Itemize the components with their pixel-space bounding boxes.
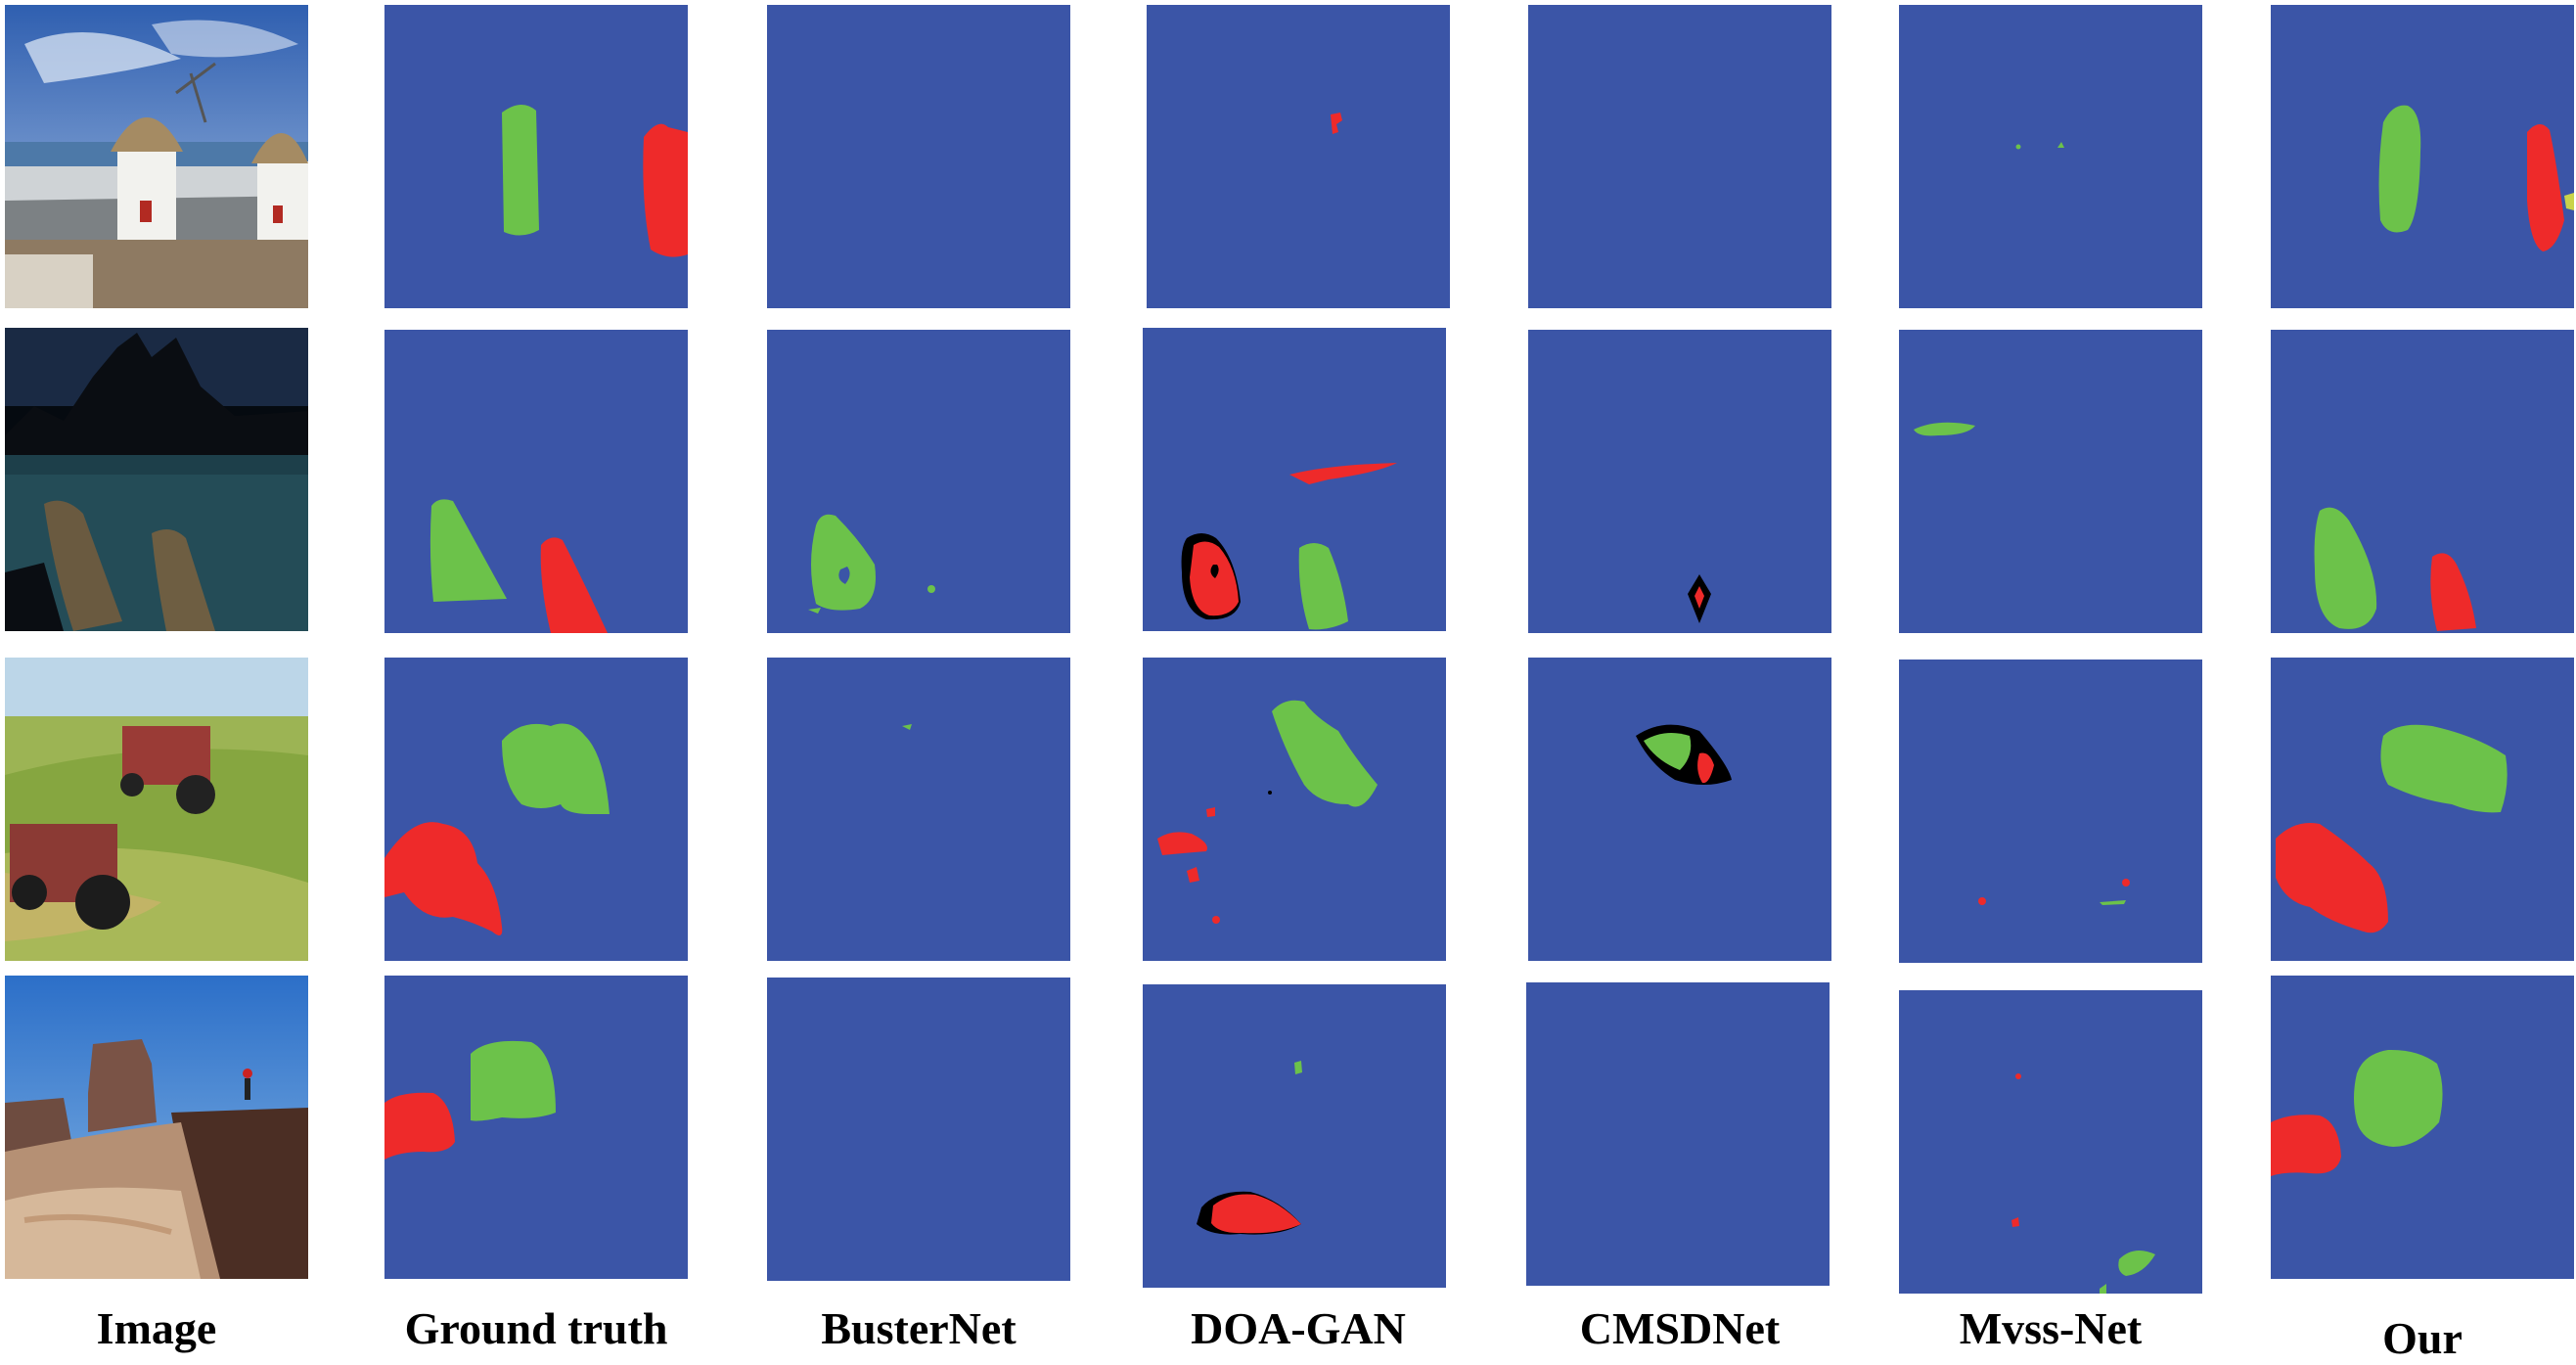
image-row-1-windmills xyxy=(5,5,308,308)
source-region xyxy=(502,723,610,814)
mask-row-3-doa-gan xyxy=(1143,658,1446,961)
target-region xyxy=(384,1092,455,1160)
mask-row-1-cmsdnet xyxy=(1528,5,1831,308)
image-row-2-lake-with-boats xyxy=(5,328,308,631)
target-region xyxy=(2015,1073,2021,1079)
mask-row-3-ground-truth xyxy=(384,658,688,961)
source-region xyxy=(1298,543,1348,630)
source-region xyxy=(2100,1284,2106,1294)
column-label-doa-gan: DOA-GAN xyxy=(1191,1303,1406,1353)
image-row-3-tractors-on-field xyxy=(5,658,308,961)
mask-row-1-doa-gan xyxy=(1147,5,1450,308)
column-label-busternet: BusterNet xyxy=(821,1303,1017,1353)
mask-row-1-mvss-net xyxy=(1899,5,2202,308)
mask-row-3-mvss-net xyxy=(1899,660,2202,963)
source-region xyxy=(811,514,876,611)
column-label-ground-truth: Ground truth xyxy=(404,1303,668,1353)
source-region xyxy=(429,499,507,602)
target-region xyxy=(1331,113,1342,134)
target-region xyxy=(2276,823,2388,933)
target-region xyxy=(1697,752,1714,784)
target-region xyxy=(1212,916,1220,924)
source-region xyxy=(1294,1061,1302,1074)
target-region xyxy=(1206,807,1215,817)
source-region xyxy=(2015,144,2021,150)
target-region xyxy=(2271,1115,2341,1176)
target-region xyxy=(1978,897,1986,905)
target-region xyxy=(384,822,503,935)
target-region xyxy=(1289,463,1397,484)
target-region xyxy=(1190,541,1239,616)
mask-row-2-ground-truth xyxy=(384,330,688,633)
source-region xyxy=(1644,732,1692,770)
mask-row-3-busternet xyxy=(767,658,1070,961)
mask-row-1-ground-truth xyxy=(384,5,688,308)
column-label-cmsdnet: CMSDNet xyxy=(1579,1303,1781,1353)
source-region xyxy=(927,585,935,593)
source-region xyxy=(2057,142,2064,148)
source-region xyxy=(1272,700,1378,807)
source-region xyxy=(1914,422,1975,436)
source-region xyxy=(471,1040,556,1121)
mask-row-4-cmsdnet xyxy=(1526,982,1830,1286)
column-label-mvss-net: Mvss-Net xyxy=(1959,1303,2143,1353)
target-region xyxy=(1157,832,1207,855)
source-region xyxy=(2100,900,2126,905)
source-region xyxy=(902,724,912,730)
target-region xyxy=(2122,879,2130,887)
false-detection xyxy=(1268,791,1272,795)
source-region xyxy=(502,104,539,236)
mask-row-2-mvss-net xyxy=(1899,330,2202,633)
target-region xyxy=(540,537,608,633)
target-region xyxy=(2430,553,2476,631)
mask-row-1-busternet xyxy=(767,5,1070,308)
mask-row-4-busternet xyxy=(767,978,1070,1281)
mask-row-2-our xyxy=(2271,330,2574,633)
source-region xyxy=(2118,1251,2155,1276)
target-region xyxy=(1695,586,1704,609)
target-region xyxy=(1187,867,1199,883)
target-region xyxy=(2011,1217,2019,1227)
source-region xyxy=(808,608,821,614)
mask-row-4-doa-gan xyxy=(1143,984,1446,1288)
mask-row-4-mvss-net xyxy=(1899,990,2202,1294)
source-region xyxy=(2378,105,2421,233)
target-region xyxy=(643,123,688,257)
source-region xyxy=(2314,507,2377,629)
mask-row-2-busternet xyxy=(767,330,1070,633)
mask-row-1-our xyxy=(2271,5,2574,308)
mask-row-4-ground-truth xyxy=(384,976,688,1279)
source-region xyxy=(2354,1049,2443,1147)
target-region xyxy=(1211,1194,1301,1234)
target-region xyxy=(2527,123,2564,251)
image-row-4-desert-mesas xyxy=(5,976,308,1279)
mask-row-4-our xyxy=(2271,976,2574,1279)
mask-row-2-cmsdnet xyxy=(1528,330,1831,633)
mask-row-3-cmsdnet xyxy=(1528,658,1831,961)
source-region xyxy=(2380,724,2508,813)
column-label-our: Our xyxy=(2382,1313,2463,1363)
mask-row-3-our xyxy=(2271,658,2574,961)
mask-row-2-doa-gan xyxy=(1143,328,1446,631)
column-label-image: Image xyxy=(96,1303,217,1353)
